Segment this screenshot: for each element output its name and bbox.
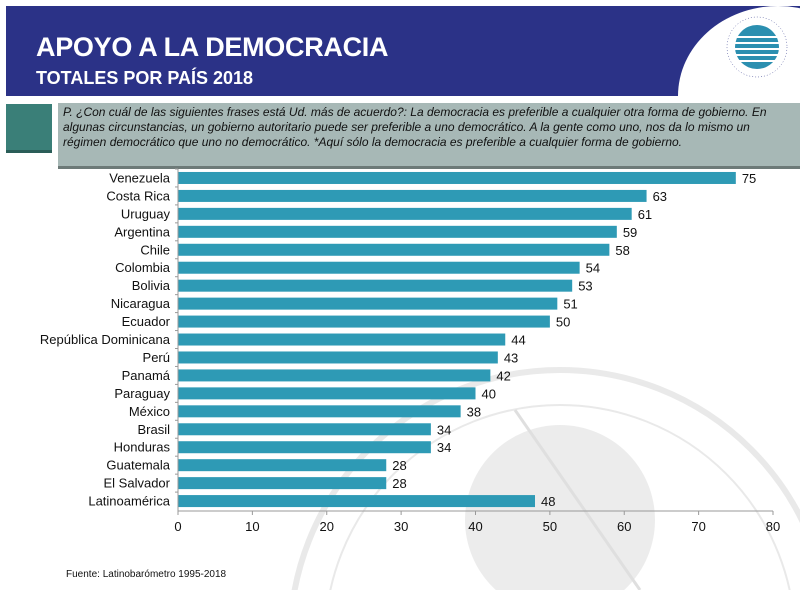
x-tick-label: 0 [174, 519, 181, 534]
question-text: P. ¿Con cuál de las siguientes frases es… [63, 105, 767, 149]
category-label: Panamá [122, 368, 171, 383]
category-label: Chile [140, 242, 170, 257]
bar-5 [178, 261, 580, 274]
category-label: Costa Rica [106, 188, 170, 203]
bar-18 [178, 495, 535, 508]
category-label: El Salvador [104, 476, 171, 491]
category-label: Latinoamérica [88, 494, 170, 509]
category-label: República Dominicana [40, 332, 171, 347]
page-subtitle: TOTALES POR PAÍS 2018 [36, 68, 254, 88]
category-label: Venezuela [109, 170, 170, 185]
category-label: Paraguay [114, 386, 170, 401]
value-label: 75 [742, 171, 756, 186]
value-label: 59 [623, 225, 637, 240]
x-tick-label: 20 [320, 519, 334, 534]
x-tick-label: 30 [394, 519, 408, 534]
bar-4 [178, 243, 610, 256]
category-label: México [129, 404, 170, 419]
bar-1 [178, 189, 647, 202]
value-label: 38 [467, 404, 481, 419]
value-label: 53 [578, 279, 592, 294]
category-label: Honduras [114, 440, 171, 455]
value-label: 48 [541, 494, 555, 509]
bar-10 [178, 351, 498, 364]
bar-7 [178, 297, 558, 310]
bar-11 [178, 369, 491, 382]
category-label: Colombia [115, 260, 171, 275]
bar-0 [178, 171, 736, 184]
category-label: Argentina [114, 224, 170, 239]
question-box: P. ¿Con cuál de las siguientes frases es… [58, 103, 800, 169]
bar-12 [178, 387, 476, 400]
value-label: 44 [511, 333, 525, 348]
x-tick-label: 40 [468, 519, 482, 534]
bar-13 [178, 405, 461, 418]
category-label: Perú [143, 350, 170, 365]
bar-16 [178, 459, 387, 472]
bar-9 [178, 333, 506, 346]
bar-3 [178, 225, 617, 238]
category-label: Bolivia [132, 278, 171, 293]
value-label: 28 [392, 458, 406, 473]
bar-2 [178, 207, 632, 220]
value-label: 34 [437, 422, 451, 437]
value-label: 34 [437, 440, 451, 455]
value-label: 50 [556, 315, 570, 330]
category-label: Nicaragua [111, 296, 171, 311]
bar-14 [178, 423, 431, 436]
value-label: 63 [653, 189, 667, 204]
bar-17 [178, 477, 387, 490]
value-label: 42 [496, 368, 510, 383]
value-label: 51 [563, 297, 577, 312]
page-title: APOYO A LA DEMOCRACIA [36, 32, 389, 62]
x-tick-label: 10 [245, 519, 259, 534]
value-label: 43 [504, 350, 518, 365]
category-label: Guatemala [106, 458, 170, 473]
header-banner: APOYO A LA DEMOCRACIA TOTALES POR PAÍS 2… [6, 6, 800, 186]
bar-8 [178, 315, 550, 328]
x-tick-label: 60 [617, 519, 631, 534]
value-label: 28 [392, 476, 406, 491]
category-label: Uruguay [121, 206, 171, 221]
source-note: Fuente: Latinobarómetro 1995-2018 [66, 569, 227, 580]
value-label: 40 [482, 386, 496, 401]
latinobarometro-logo [726, 16, 788, 78]
question-marker [6, 104, 52, 153]
x-tick-label: 80 [766, 519, 780, 534]
value-label: 61 [638, 207, 652, 222]
category-label: Ecuador [122, 314, 171, 329]
value-label: 58 [615, 243, 629, 258]
barometer-watermark [291, 367, 800, 590]
x-tick-label: 50 [543, 519, 557, 534]
value-label: 54 [586, 261, 600, 276]
bar-15 [178, 441, 431, 454]
x-tick-label: 70 [691, 519, 705, 534]
bar-6 [178, 279, 573, 292]
category-label: Brasil [137, 422, 170, 437]
